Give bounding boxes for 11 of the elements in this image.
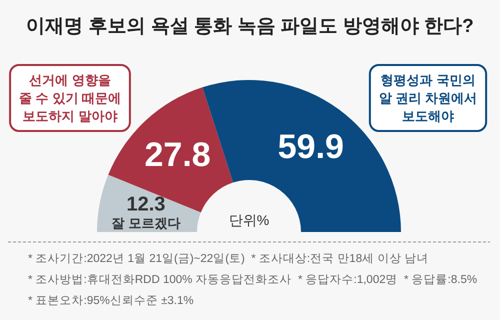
text: * 조사방법:휴대전화RDD 100% 자동응답전화조사 * 응답자수:1,002명 * 응답률:8.5%	[28, 274, 478, 286]
text: * 조사기간:2022년 1월 21일(금)~22일(토) * 조사대상:전국 만18세 이상 남녀	[28, 253, 428, 265]
slice-label: 잘 모르겠다	[112, 215, 180, 230]
data-label: 59.9	[278, 128, 344, 166]
chart-title: 이재명 후보의 욕설 통화 녹음 파일도 방영해야 한다?	[26, 16, 474, 37]
data-label: 27.8	[144, 136, 211, 174]
slice-label: 선거에 영향을 줄 수 있기 때문에 보도하지 말아야	[19, 72, 121, 124]
slice-label: 형평성과 국민의 알 권리 차원에서 보도해야	[378, 72, 478, 124]
text: * 표본오차:95%신뢰수준 ±3.1%	[28, 295, 194, 307]
text: 단위%	[228, 212, 270, 228]
data-label: 12.3	[126, 193, 166, 216]
